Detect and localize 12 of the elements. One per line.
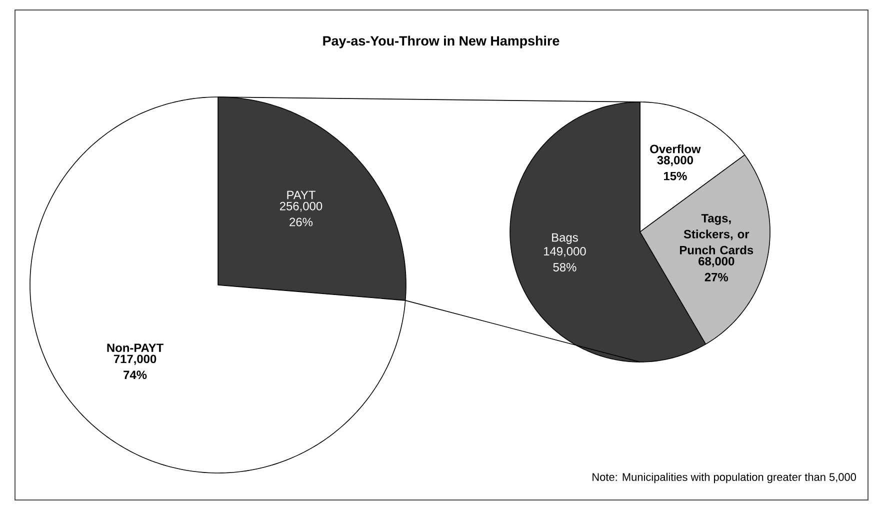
slice-label: Non-PAYT bbox=[107, 344, 164, 352]
slice-label: Tags, Stickers, or Punch Cards bbox=[680, 214, 754, 254]
data-label: 68,000 27% bbox=[698, 256, 734, 282]
data-label: 149,000 58% bbox=[544, 247, 586, 272]
slice-label: PAYT bbox=[287, 190, 316, 200]
text: Note: Municipalities with population greater than 5,000 bbox=[592, 472, 856, 484]
slice-label: Bags bbox=[552, 233, 578, 244]
data-label: 38,000 15% bbox=[657, 156, 693, 180]
data-label: 256,000 26% bbox=[280, 202, 322, 226]
slice-label: Overflow bbox=[650, 144, 701, 154]
data-label: 717,000 74% bbox=[114, 354, 156, 380]
text: Pay-as-You-Throw in New Hampshire bbox=[323, 36, 560, 48]
